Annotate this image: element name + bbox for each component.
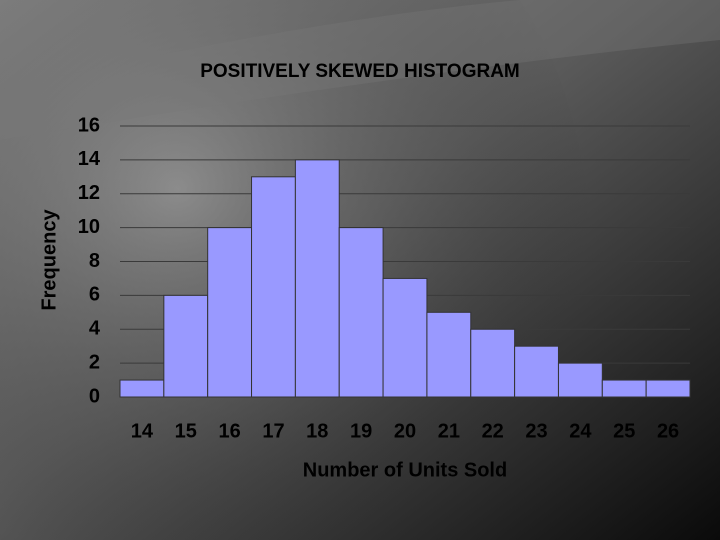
x-tick-label: 22 — [482, 420, 504, 442]
background-band — [0, 0, 720, 140]
bar — [163, 294, 209, 398]
y-tick-label: 10 — [78, 216, 100, 238]
x-tick-label: 18 — [306, 420, 328, 442]
bar — [207, 227, 253, 398]
bar — [251, 176, 296, 398]
x-tick-label: 17 — [262, 420, 284, 442]
x-tick-label: 24 — [569, 420, 592, 442]
bar — [294, 159, 340, 398]
y-tick-label: 8 — [89, 250, 100, 272]
x-tick-label: 26 — [657, 420, 679, 442]
y-tick-label: 12 — [78, 182, 100, 204]
x-tick-label: 14 — [131, 420, 154, 442]
y-tick-label: 0 — [89, 385, 100, 407]
bar — [557, 362, 603, 398]
y-tick-label: 14 — [78, 148, 101, 170]
bar — [426, 311, 472, 398]
chart-title: POSITIVELY SKEWED HISTOGRAM — [200, 61, 520, 82]
bar — [514, 345, 559, 398]
x-tick-label: 21 — [438, 420, 460, 442]
bar — [382, 277, 428, 398]
y-tick-label: 2 — [89, 351, 100, 373]
x-tick-label: 20 — [394, 420, 416, 442]
bar — [601, 379, 647, 398]
bar — [645, 379, 691, 398]
bar — [338, 227, 384, 398]
y-axis-label: Frequency — [38, 209, 60, 311]
x-axis-label: Number of Units Sold — [303, 459, 507, 481]
x-tick-label: 15 — [175, 420, 197, 442]
x-tick-label: 23 — [525, 420, 547, 442]
bar — [119, 379, 165, 398]
y-tick-label: 16 — [78, 114, 100, 136]
x-tick-label: 19 — [350, 420, 372, 442]
bar — [470, 328, 516, 398]
x-tick-label: 16 — [218, 420, 240, 442]
y-tick-label: 4 — [89, 318, 101, 340]
y-tick-label: 6 — [89, 284, 100, 306]
x-tick-label: 25 — [613, 420, 635, 442]
